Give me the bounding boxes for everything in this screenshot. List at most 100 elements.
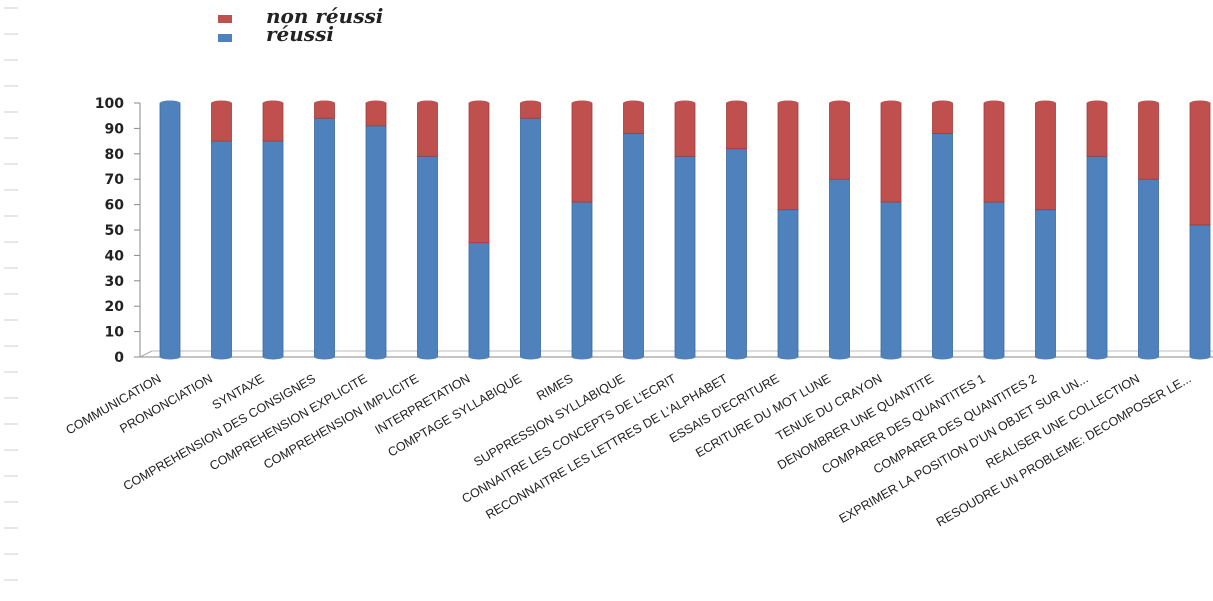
chart-bars (159, 100, 1211, 360)
bar-segment-reussi (365, 125, 387, 358)
bar-segment-non-reussi (880, 102, 902, 203)
bar-base (1138, 354, 1159, 360)
y-tick-label: 70 (105, 172, 125, 188)
bar-cap (572, 100, 592, 106)
bar-segment-reussi (932, 133, 953, 358)
bar-base (675, 354, 695, 360)
bar-segment-reussi (1138, 178, 1159, 358)
bar-base (1035, 354, 1056, 360)
bar-segment-non-reussi (1138, 102, 1159, 180)
bar-cap (314, 100, 335, 106)
floor-edge (139, 350, 153, 358)
y-tick-label: 90 (105, 121, 125, 137)
bar-cap (417, 100, 438, 106)
bar-segment-non-reussi (262, 102, 284, 142)
bar-segment-reussi (417, 155, 438, 358)
bar-cap (726, 100, 747, 106)
bar-cap (778, 100, 798, 106)
bar-base (572, 354, 592, 360)
margin-tick-marks (4, 7, 18, 581)
bar-base (623, 354, 644, 360)
bar-cap (881, 100, 901, 106)
x-axis-labels: COMMUNICATIONPRONONCIATIONSYNTAXECOMPREH… (63, 371, 1193, 529)
bar-segment-non-reussi (1086, 102, 1108, 157)
x-tick-label: COMMUNICATION (63, 371, 163, 437)
y-axis-labels: 0 10 20 30 40 50 60 70 80 90 100 (95, 96, 124, 366)
bar-cap (675, 100, 695, 106)
bar-segment-reussi (1189, 224, 1211, 358)
bar-base (263, 354, 283, 360)
bar-base (932, 354, 953, 360)
bar-cap (469, 100, 489, 106)
bar-segment-reussi (468, 242, 490, 358)
bar-segment-reussi (777, 209, 799, 358)
bar-base (726, 354, 747, 360)
bar-base (366, 354, 386, 360)
bar-segment-reussi (829, 178, 850, 358)
bar-segment-reussi (880, 201, 902, 358)
y-tick-label: 20 (105, 299, 125, 315)
bar-base (314, 354, 335, 360)
bar-segment-reussi (159, 102, 181, 358)
bar-segment-reussi (674, 155, 696, 358)
legend-label-reussi: réussi (266, 22, 334, 46)
bar-base (469, 354, 489, 360)
bar-segment-reussi (1086, 155, 1108, 358)
bar-cap (829, 100, 850, 106)
bar-base (211, 354, 232, 360)
bar-base (881, 354, 901, 360)
bar-cap (160, 100, 180, 106)
y-tick-label: 10 (105, 325, 125, 341)
bar-cap (520, 100, 541, 106)
bar-segment-reussi (262, 140, 284, 358)
bar-base (417, 354, 438, 360)
bar-base (778, 354, 798, 360)
legend-label-non-reussi: non réussi (266, 4, 384, 28)
bar-segment-non-reussi (571, 102, 593, 203)
legend-swatch-reussi (218, 34, 232, 42)
x-tick-label: RIMES (534, 371, 575, 403)
bar-segment-non-reussi (829, 102, 850, 180)
y-tick-label: 100 (95, 96, 124, 112)
y-tick-label: 0 (114, 350, 124, 366)
bar-base (520, 354, 541, 360)
bar-segment-reussi (211, 140, 232, 358)
bar-cap (1087, 100, 1107, 106)
bar-cap (623, 100, 644, 106)
bar-segment-non-reussi (468, 102, 490, 244)
bar-base (984, 354, 1004, 360)
bar-segment-non-reussi (674, 102, 696, 157)
bar-segment-non-reussi (726, 102, 747, 150)
bar-base (1190, 354, 1210, 360)
y-tick-label: 50 (105, 223, 125, 239)
bar-cap (211, 100, 232, 106)
bar-segment-reussi (571, 201, 593, 358)
bar-cap (1138, 100, 1159, 106)
bar-segment-reussi (314, 117, 335, 358)
bar-base (829, 354, 850, 360)
bar-segment-non-reussi (211, 102, 232, 142)
bar-segment-non-reussi (1189, 102, 1211, 226)
y-tick-label: 60 (105, 198, 125, 214)
bar-segment-non-reussi (983, 102, 1005, 203)
bar-cap (984, 100, 1004, 106)
bar-segment-non-reussi (623, 102, 644, 134)
legend-swatch-non-reussi (218, 15, 232, 23)
bar-segment-non-reussi (365, 102, 387, 127)
bar-segment-reussi (726, 148, 747, 358)
bar-segment-reussi (520, 117, 541, 358)
bar-base (160, 354, 180, 360)
x-tick-label: PRONONCIATION (117, 371, 215, 435)
bar-segment-non-reussi (417, 102, 438, 157)
bar-segment-reussi (1035, 209, 1056, 358)
y-tick-label: 40 (105, 248, 125, 264)
bar-cap (932, 100, 953, 106)
bar-segment-non-reussi (1035, 102, 1056, 211)
bar-segment-reussi (983, 201, 1005, 358)
bar-cap (366, 100, 386, 106)
bar-cap (1035, 100, 1056, 106)
bar-segment-non-reussi (777, 102, 799, 211)
bar-segment-reussi (623, 133, 644, 358)
bar-segment-non-reussi (932, 102, 953, 134)
